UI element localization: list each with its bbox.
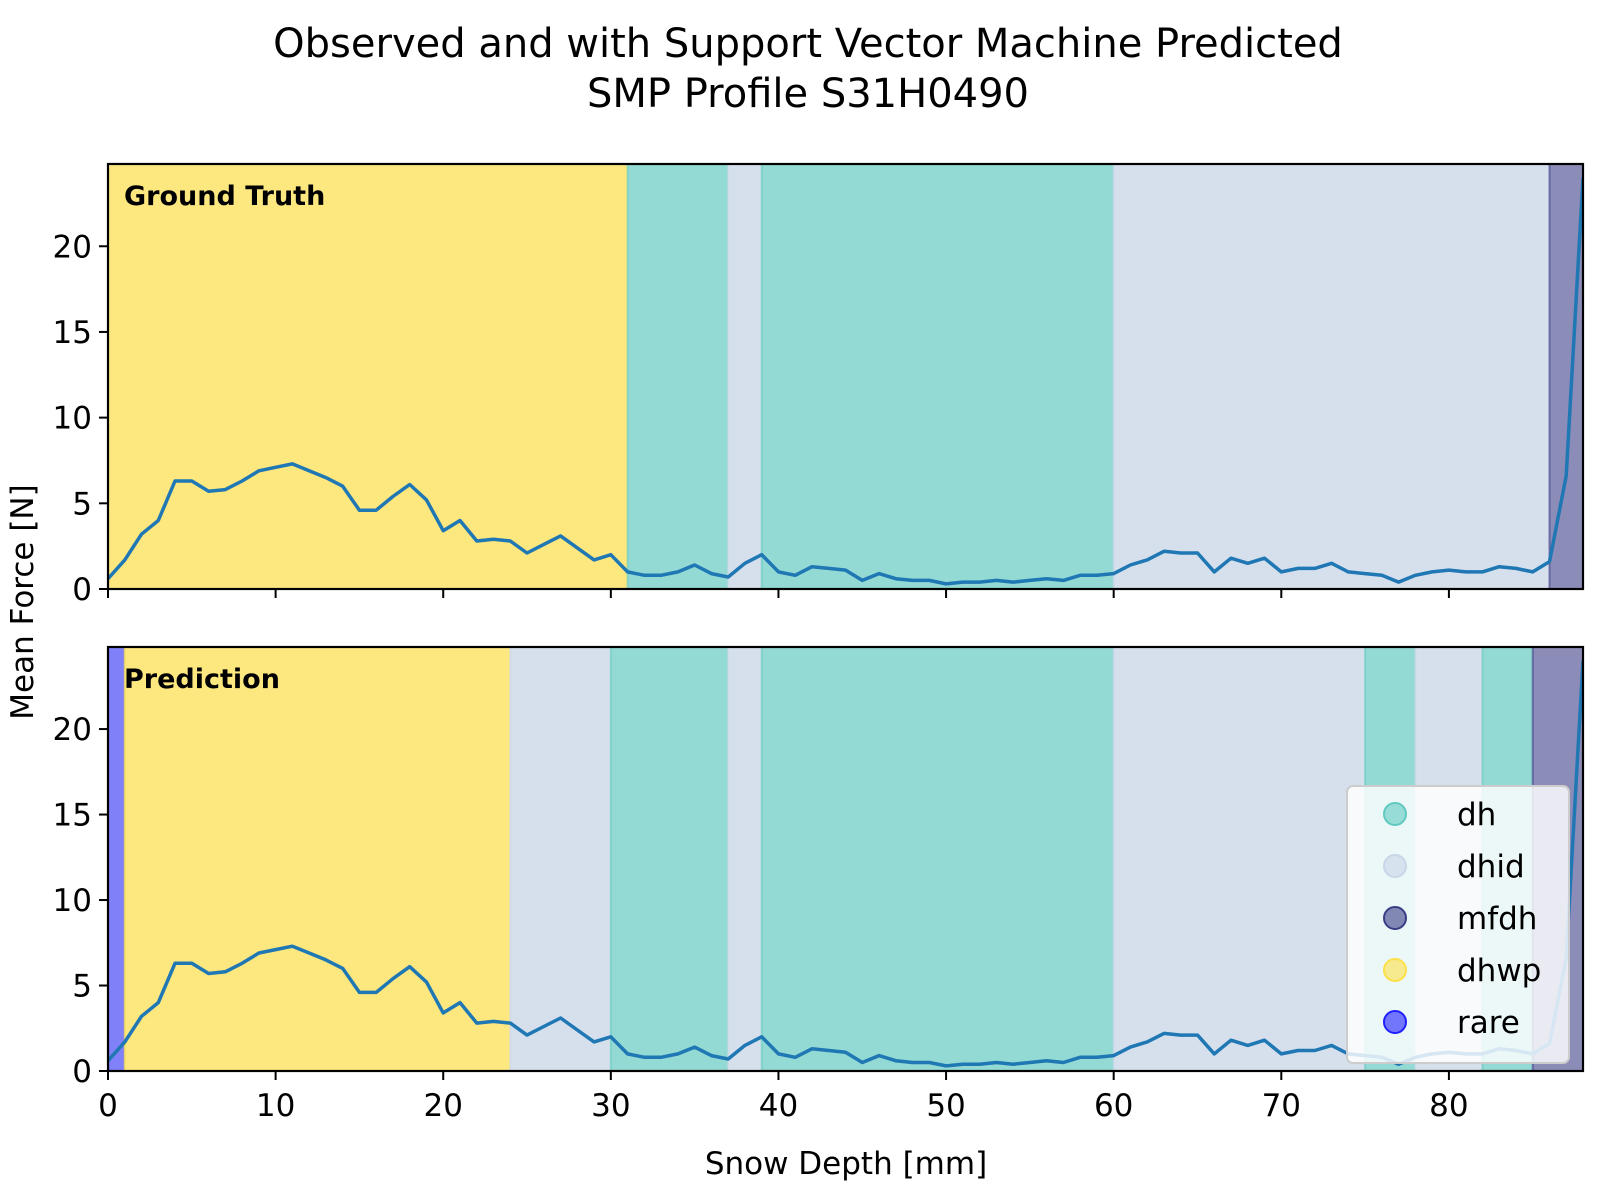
segment-dhid	[728, 164, 762, 589]
legend-marker-rare	[1383, 1010, 1407, 1034]
panel-label: Ground Truth	[124, 181, 325, 212]
segment-dhwp	[124, 647, 511, 1071]
y-tick-label: 0	[72, 572, 92, 608]
segment-rare	[108, 647, 125, 1071]
panel-ground-truth: 0 5 10 15 20 Ground Truth	[53, 162, 1585, 608]
legend-label-dhwp: dhwp	[1457, 953, 1541, 989]
legend-marker-dhwp	[1383, 958, 1407, 982]
segment-mfdh	[1549, 164, 1583, 589]
y-tick-label: 5	[72, 969, 92, 1005]
chart-title: Observed and with Support Vector Machine…	[273, 21, 1343, 67]
segment-dhid	[510, 647, 611, 1071]
segment-dhid	[1113, 164, 1550, 589]
axes-frame	[106, 162, 1585, 591]
legend-marker-mfdh	[1383, 906, 1407, 930]
x-tick-label: 80	[1429, 1088, 1468, 1124]
y-tick-label: 20	[53, 712, 92, 748]
x-tick-label: 60	[1094, 1088, 1133, 1124]
y-tick-label: 5	[72, 486, 92, 522]
x-tick-label: 20	[424, 1088, 463, 1124]
panel-label: Prediction	[124, 664, 280, 695]
y-tick-label: 15	[53, 315, 92, 351]
axes-frame	[106, 645, 1585, 1073]
legend-label-rare: rare	[1457, 1005, 1520, 1041]
x-tick-label: 0	[98, 1088, 118, 1124]
mean-force-line	[108, 660, 1583, 1068]
legend-label-dhid: dhid	[1457, 849, 1525, 885]
panels-layer: 0 5 10 15 20 Ground Truth 0 5 10 15 20 0 10 20 30 40 50 6…	[53, 162, 1585, 1124]
legend-box	[1346, 785, 1570, 1064]
legend-marker-dhid	[1383, 854, 1407, 878]
x-tick-label: 70	[1262, 1088, 1301, 1124]
y-tick-label: 10	[53, 883, 92, 919]
segment-dh	[761, 164, 1114, 589]
legend: dh dhid mfdh dhwp rare	[1346, 785, 1570, 1064]
segment-dhwp	[108, 164, 628, 589]
legend-label-mfdh: mfdh	[1457, 901, 1537, 937]
x-axis-label: Snow Depth [mm]	[705, 1146, 987, 1182]
y-tick-label: 15	[53, 798, 92, 834]
legend-label-dh: dh	[1457, 797, 1496, 833]
y-axis-label: Mean Force [N]	[5, 484, 41, 719]
segment-dhid	[728, 647, 762, 1071]
segment-dh	[610, 647, 729, 1071]
legend-marker-dh	[1383, 802, 1407, 826]
segment-dh	[761, 647, 1114, 1071]
segment-dh	[627, 164, 729, 589]
mean-force-line	[108, 177, 1583, 586]
x-tick-label: 10	[256, 1088, 295, 1124]
chart-subtitle: SMP Profile S31H0490	[587, 71, 1029, 117]
y-tick-label: 10	[53, 401, 92, 437]
panel-prediction: 0 5 10 15 20 0 10 20 30 40 50 60 70 80 Prediction	[53, 645, 1585, 1124]
x-tick-label: 50	[926, 1088, 965, 1124]
segment-dhid	[1113, 647, 1366, 1071]
y-tick-label: 20	[53, 229, 92, 265]
x-tick-label: 40	[759, 1088, 798, 1124]
x-tick-label: 30	[591, 1088, 630, 1124]
y-tick-label: 0	[72, 1054, 92, 1090]
